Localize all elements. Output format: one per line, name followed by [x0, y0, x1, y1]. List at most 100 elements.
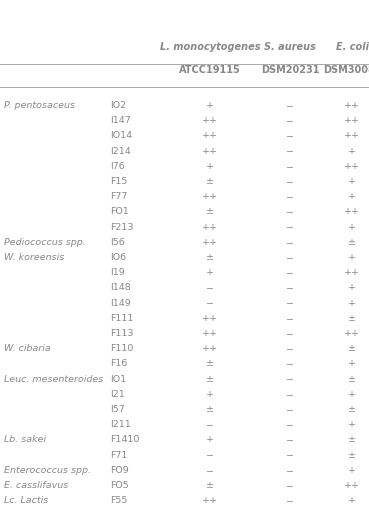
Text: FO1: FO1	[110, 207, 129, 216]
Text: ++: ++	[344, 268, 360, 277]
Text: L. monocytogenes: L. monocytogenes	[160, 42, 260, 52]
Text: W. koreensis: W. koreensis	[4, 252, 64, 262]
Text: ±: ±	[206, 252, 214, 262]
Text: ±: ±	[348, 237, 356, 246]
Text: I147: I147	[110, 116, 131, 125]
Text: Pediococcus spp.: Pediococcus spp.	[4, 237, 86, 246]
Text: I214: I214	[110, 146, 131, 156]
Text: I19: I19	[110, 268, 125, 277]
Text: ±: ±	[206, 207, 214, 216]
Text: +: +	[206, 389, 214, 398]
Text: ++: ++	[202, 343, 218, 352]
Text: +: +	[348, 177, 356, 186]
Text: ±: ±	[348, 450, 356, 459]
Text: ++: ++	[344, 131, 360, 140]
Text: F15: F15	[110, 177, 127, 186]
Text: ++: ++	[344, 480, 360, 489]
Text: −: −	[206, 298, 214, 307]
Text: +: +	[206, 162, 214, 171]
Text: F77: F77	[110, 192, 127, 201]
Text: −: −	[286, 237, 294, 246]
Text: +: +	[348, 495, 356, 504]
Text: ±: ±	[206, 374, 214, 383]
Text: ++: ++	[202, 146, 218, 156]
Text: −: −	[286, 313, 294, 322]
Text: −: −	[286, 389, 294, 398]
Text: ++: ++	[344, 207, 360, 216]
Text: −: −	[286, 252, 294, 262]
Text: −: −	[286, 435, 294, 443]
Text: E. casslifavus: E. casslifavus	[4, 480, 68, 489]
Text: ++: ++	[344, 328, 360, 337]
Text: −: −	[286, 222, 294, 231]
Text: −: −	[206, 283, 214, 292]
Text: +: +	[206, 101, 214, 110]
Text: Leuc. mesenteroides: Leuc. mesenteroides	[4, 374, 103, 383]
Text: DSM30083: DSM30083	[323, 65, 369, 75]
Text: W. cibaria: W. cibaria	[4, 343, 51, 352]
Text: ++: ++	[202, 116, 218, 125]
Text: +: +	[348, 192, 356, 201]
Text: F111: F111	[110, 313, 133, 322]
Text: +: +	[348, 465, 356, 474]
Text: −: −	[286, 116, 294, 125]
Text: +: +	[348, 389, 356, 398]
Text: ±: ±	[348, 374, 356, 383]
Text: −: −	[286, 328, 294, 337]
Text: +: +	[206, 435, 214, 443]
Text: +: +	[348, 146, 356, 156]
Text: ++: ++	[202, 495, 218, 504]
Text: ++: ++	[202, 237, 218, 246]
Text: ++: ++	[344, 101, 360, 110]
Text: −: −	[286, 298, 294, 307]
Text: F110: F110	[110, 343, 133, 352]
Text: F1410: F1410	[110, 435, 139, 443]
Text: IO1: IO1	[110, 374, 126, 383]
Text: F213: F213	[110, 222, 134, 231]
Text: F71: F71	[110, 450, 127, 459]
Text: −: −	[286, 405, 294, 413]
Text: −: −	[206, 465, 214, 474]
Text: −: −	[286, 177, 294, 186]
Text: ++: ++	[202, 222, 218, 231]
Text: F55: F55	[110, 495, 127, 504]
Text: IO6: IO6	[110, 252, 126, 262]
Text: S. aureus: S. aureus	[264, 42, 316, 52]
Text: −: −	[286, 465, 294, 474]
Text: ++: ++	[344, 162, 360, 171]
Text: I76: I76	[110, 162, 125, 171]
Text: ±: ±	[206, 359, 214, 368]
Text: ±: ±	[206, 480, 214, 489]
Text: −: −	[286, 268, 294, 277]
Text: +: +	[348, 420, 356, 428]
Text: −: −	[286, 495, 294, 504]
Text: −: −	[286, 283, 294, 292]
Text: ±: ±	[348, 343, 356, 352]
Text: +: +	[348, 283, 356, 292]
Text: E. coli: E. coli	[335, 42, 369, 52]
Text: −: −	[286, 480, 294, 489]
Text: ++: ++	[202, 313, 218, 322]
Text: ±: ±	[206, 405, 214, 413]
Text: ±: ±	[348, 405, 356, 413]
Text: I211: I211	[110, 420, 131, 428]
Text: +: +	[348, 359, 356, 368]
Text: Enterococcus spp.: Enterococcus spp.	[4, 465, 91, 474]
Text: P. pentosaceus: P. pentosaceus	[4, 101, 75, 110]
Text: −: −	[286, 420, 294, 428]
Text: −: −	[286, 146, 294, 156]
Text: Lc. Lactis: Lc. Lactis	[4, 495, 48, 504]
Text: I148: I148	[110, 283, 131, 292]
Text: F16: F16	[110, 359, 127, 368]
Text: ±: ±	[206, 177, 214, 186]
Text: ++: ++	[202, 328, 218, 337]
Text: −: −	[286, 207, 294, 216]
Text: F113: F113	[110, 328, 134, 337]
Text: +: +	[206, 268, 214, 277]
Text: I21: I21	[110, 389, 125, 398]
Text: +: +	[348, 252, 356, 262]
Text: ++: ++	[202, 131, 218, 140]
Text: −: −	[206, 450, 214, 459]
Text: −: −	[286, 343, 294, 352]
Text: Lb. sakei: Lb. sakei	[4, 435, 46, 443]
